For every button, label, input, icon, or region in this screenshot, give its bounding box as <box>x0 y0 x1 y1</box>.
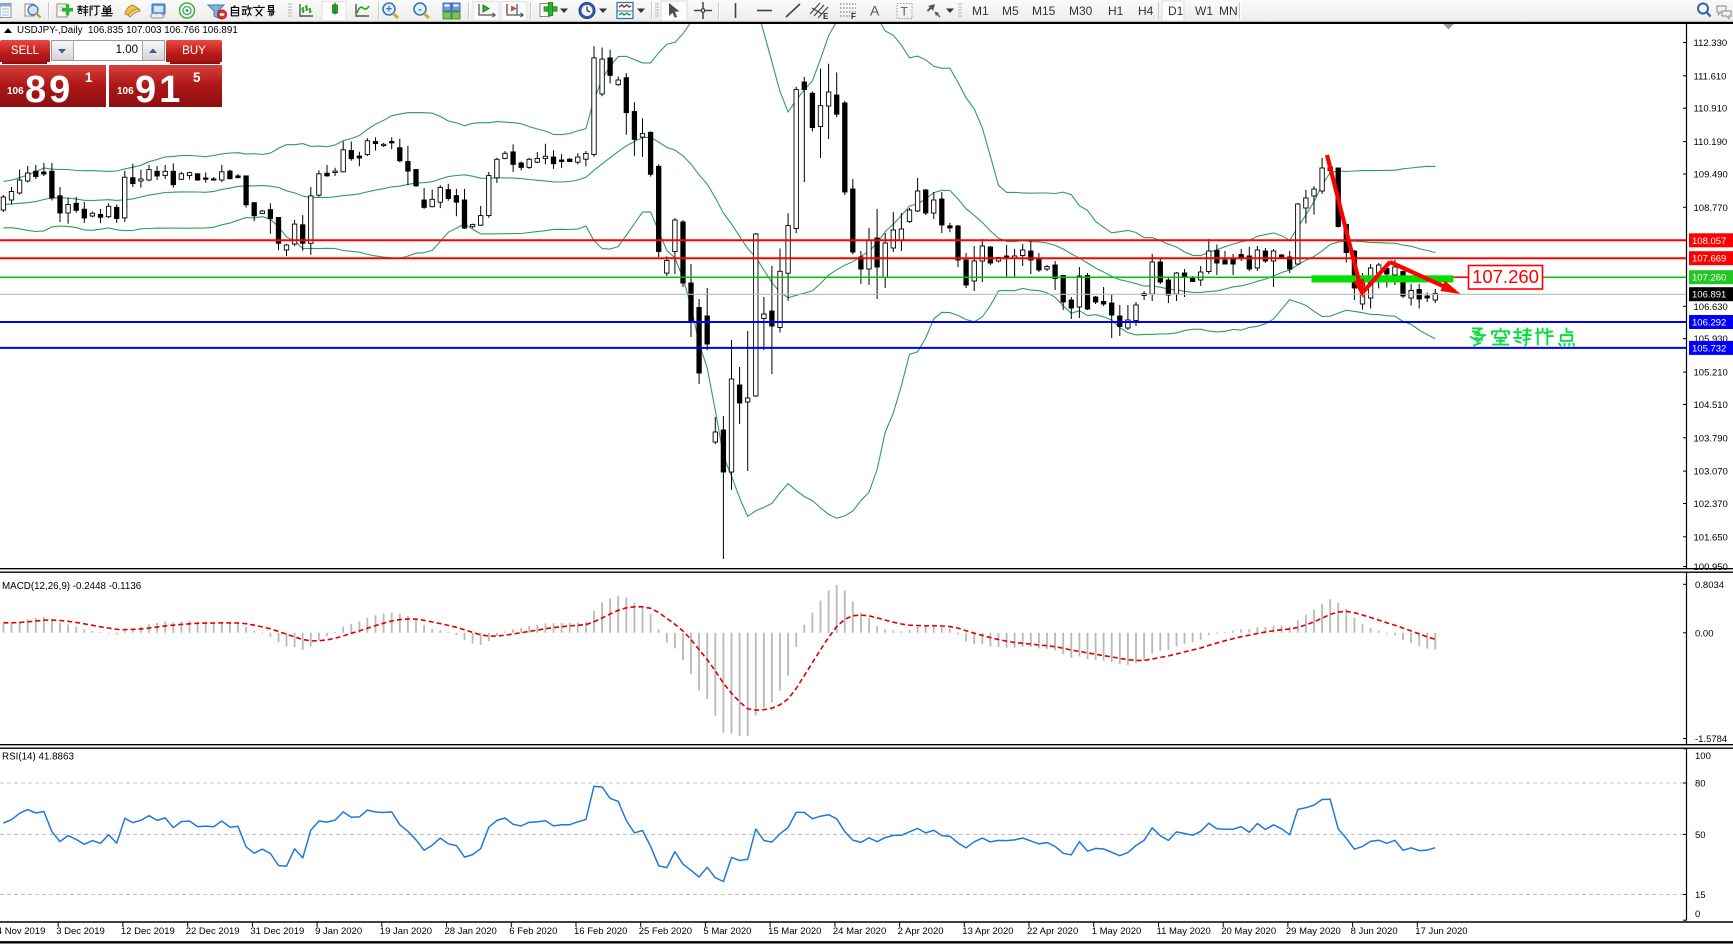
svg-text:50: 50 <box>1695 830 1706 841</box>
svg-text:0.00: 0.00 <box>1695 628 1714 639</box>
svg-text:103.070: 103.070 <box>1694 467 1728 478</box>
svg-text:+: + <box>386 4 392 16</box>
svg-text:W1: W1 <box>1195 4 1213 18</box>
svg-text:19 Jan 2020: 19 Jan 2020 <box>380 926 432 937</box>
svg-text:107.260: 107.260 <box>1692 273 1726 284</box>
svg-text:105.210: 105.210 <box>1694 368 1728 379</box>
svg-text:3 Dec 2019: 3 Dec 2019 <box>56 926 105 937</box>
svg-text:108.770: 108.770 <box>1694 203 1728 214</box>
svg-text:24 Mar 2020: 24 Mar 2020 <box>833 926 886 937</box>
svg-text:8 Jun 2020: 8 Jun 2020 <box>1351 926 1398 937</box>
svg-text:105.732: 105.732 <box>1692 343 1726 354</box>
svg-text:13 Apr 2020: 13 Apr 2020 <box>962 926 1013 937</box>
svg-text:12 Dec 2019: 12 Dec 2019 <box>121 926 175 937</box>
svg-text:M5: M5 <box>1002 4 1019 18</box>
svg-text:104.510: 104.510 <box>1694 400 1728 411</box>
svg-text:17 Jun 2020: 17 Jun 2020 <box>1415 926 1467 937</box>
svg-text:106.292: 106.292 <box>1692 318 1726 329</box>
svg-text:D1: D1 <box>1168 4 1184 18</box>
svg-text:102.370: 102.370 <box>1694 499 1728 510</box>
svg-text:110.910: 110.910 <box>1694 104 1728 115</box>
svg-text:-1.5784: -1.5784 <box>1695 734 1727 745</box>
svg-text:28 Jan 2020: 28 Jan 2020 <box>445 926 497 937</box>
svg-text:M1: M1 <box>972 4 989 18</box>
svg-text:111.610: 111.610 <box>1694 71 1727 82</box>
svg-text:2 Apr 2020: 2 Apr 2020 <box>898 926 944 937</box>
svg-text:M15: M15 <box>1032 4 1056 18</box>
svg-text:105.930: 105.930 <box>1694 334 1728 345</box>
svg-text:MACD(12,26,9) -0.2448 -0.1136: MACD(12,26,9) -0.2448 -0.1136 <box>2 581 142 592</box>
svg-text:-: - <box>418 4 422 16</box>
svg-text:9 Jan 2020: 9 Jan 2020 <box>315 926 362 937</box>
svg-text:M30: M30 <box>1069 4 1093 18</box>
svg-text:T: T <box>901 5 909 19</box>
svg-text:16 Feb 2020: 16 Feb 2020 <box>574 926 627 937</box>
svg-text:29 May 2020: 29 May 2020 <box>1286 926 1341 937</box>
svg-text:F: F <box>851 12 856 21</box>
svg-text:0.8034: 0.8034 <box>1695 580 1724 591</box>
svg-text:100.950: 100.950 <box>1694 562 1728 573</box>
svg-text:109.490: 109.490 <box>1694 170 1728 181</box>
svg-text:14 Nov 2019: 14 Nov 2019 <box>0 926 45 937</box>
svg-text:31 Dec 2019: 31 Dec 2019 <box>250 926 304 937</box>
svg-text:100: 100 <box>1695 751 1711 762</box>
svg-text:5 Mar 2020: 5 Mar 2020 <box>703 926 751 937</box>
svg-text:112.330: 112.330 <box>1694 38 1728 49</box>
svg-text:107.260: 107.260 <box>1472 266 1539 287</box>
svg-text:MN: MN <box>1219 4 1238 18</box>
svg-text:106.891: 106.891 <box>1692 290 1726 301</box>
svg-text:15 Mar 2020: 15 Mar 2020 <box>768 926 821 937</box>
svg-text:101.650: 101.650 <box>1694 532 1728 543</box>
svg-text:107.669: 107.669 <box>1692 254 1726 265</box>
svg-text:25 Feb 2020: 25 Feb 2020 <box>639 926 692 937</box>
svg-text:0: 0 <box>1695 909 1700 920</box>
svg-text:RSI(14) 41.8863: RSI(14) 41.8863 <box>2 752 74 763</box>
svg-text:E: E <box>823 12 829 21</box>
svg-text:20 May 2020: 20 May 2020 <box>1221 926 1276 937</box>
svg-text:11 May 2020: 11 May 2020 <box>1157 926 1211 937</box>
svg-text:108.057: 108.057 <box>1692 236 1726 247</box>
svg-text:22 Apr 2020: 22 Apr 2020 <box>1027 926 1078 937</box>
svg-text:22 Dec 2019: 22 Dec 2019 <box>186 926 240 937</box>
svg-text:106.630: 106.630 <box>1694 302 1728 313</box>
svg-text:H1: H1 <box>1108 4 1124 18</box>
svg-text:110.190: 110.190 <box>1694 137 1728 148</box>
svg-text:1 May 2020: 1 May 2020 <box>1092 926 1142 937</box>
svg-text:H4: H4 <box>1138 4 1154 18</box>
svg-text:A: A <box>870 3 880 19</box>
svg-text:6 Feb 2020: 6 Feb 2020 <box>509 926 557 937</box>
svg-text:103.790: 103.790 <box>1694 433 1728 444</box>
svg-text:15: 15 <box>1695 890 1706 901</box>
svg-text:80: 80 <box>1695 779 1706 790</box>
